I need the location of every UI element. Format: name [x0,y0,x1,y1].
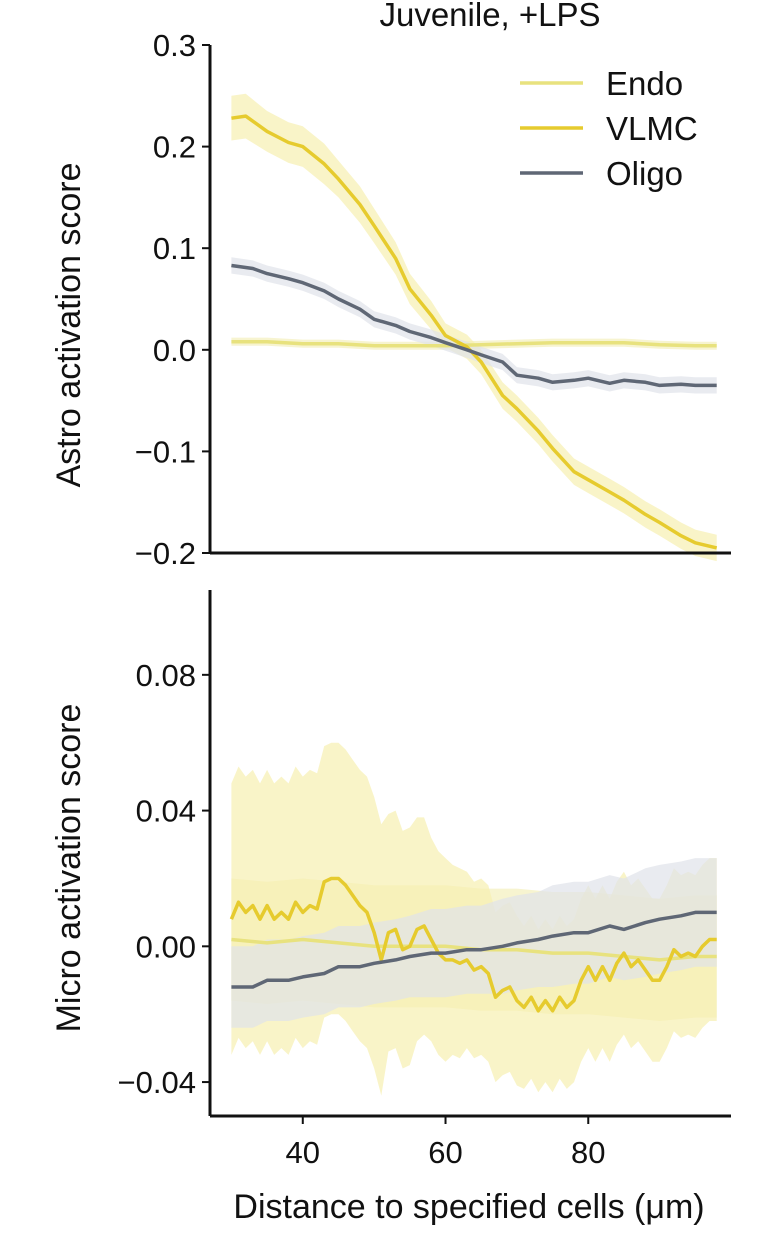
micro-activation-panel: −0.04 0.00 0.04 0.08 40 60 80 Micro activatio… [50,590,731,1226]
legend-label-oligo: Oligo [606,155,683,192]
legend: Endo VLMC Oligo [520,65,698,192]
bottom-y-tick-label: 0.04 [136,794,196,829]
x-tick-label: 40 [286,1135,320,1170]
legend-label-vlmc: VLMC [606,110,698,147]
bottom-error-bands [231,742,717,1096]
x-tick-label: 60 [428,1135,462,1170]
bottom-oligo-band [231,858,717,1028]
top-oligo-line [231,263,717,388]
top-y-tick-label: 0.1 [153,231,196,266]
bottom-vlmc-line [229,876,717,1013]
top-oligo-band [231,257,717,394]
bottom-y-tick-label: 0.08 [136,658,196,693]
legend-label-endo: Endo [606,65,683,102]
top-y-tick-label: −0.2 [135,536,196,571]
x-tick-label: 80 [571,1135,605,1170]
top-y-ticks: −0.2 −0.1 0.0 0.1 0.2 0.3 [135,28,210,571]
top-y-tick-label: 0.3 [153,28,196,63]
bottom-series-lines [229,876,717,1013]
top-vlmc-line [231,114,718,550]
bottom-y-ticks: −0.04 0.00 0.04 0.08 [118,658,210,1100]
top-y-tick-label: 0.2 [153,130,196,165]
x-axis-label: Distance to specified cells (μm) [233,1188,704,1226]
bottom-oligo-line [231,910,717,989]
top-y-tick-label: −0.1 [135,434,196,469]
bottom-y-tick-label: −0.04 [118,1065,196,1100]
top-endo-line [231,339,717,348]
chart-title: Juvenile, +LPS [379,0,600,33]
top-series-lines [231,114,718,550]
top-vlmc-band [231,93,717,562]
astro-activation-panel: Juvenile, +LPS −0.2 −0.1 0.0 0.1 0.2 0.3 Astr… [50,0,731,571]
top-y-axis-label: Astro activation score [50,162,88,487]
bottom-y-axis-label: Micro activation score [50,704,88,1033]
bottom-x-ticks: 40 60 80 [286,1116,606,1170]
top-y-tick-label: 0.0 [153,333,196,368]
bottom-y-tick-label: 0.00 [136,929,196,964]
